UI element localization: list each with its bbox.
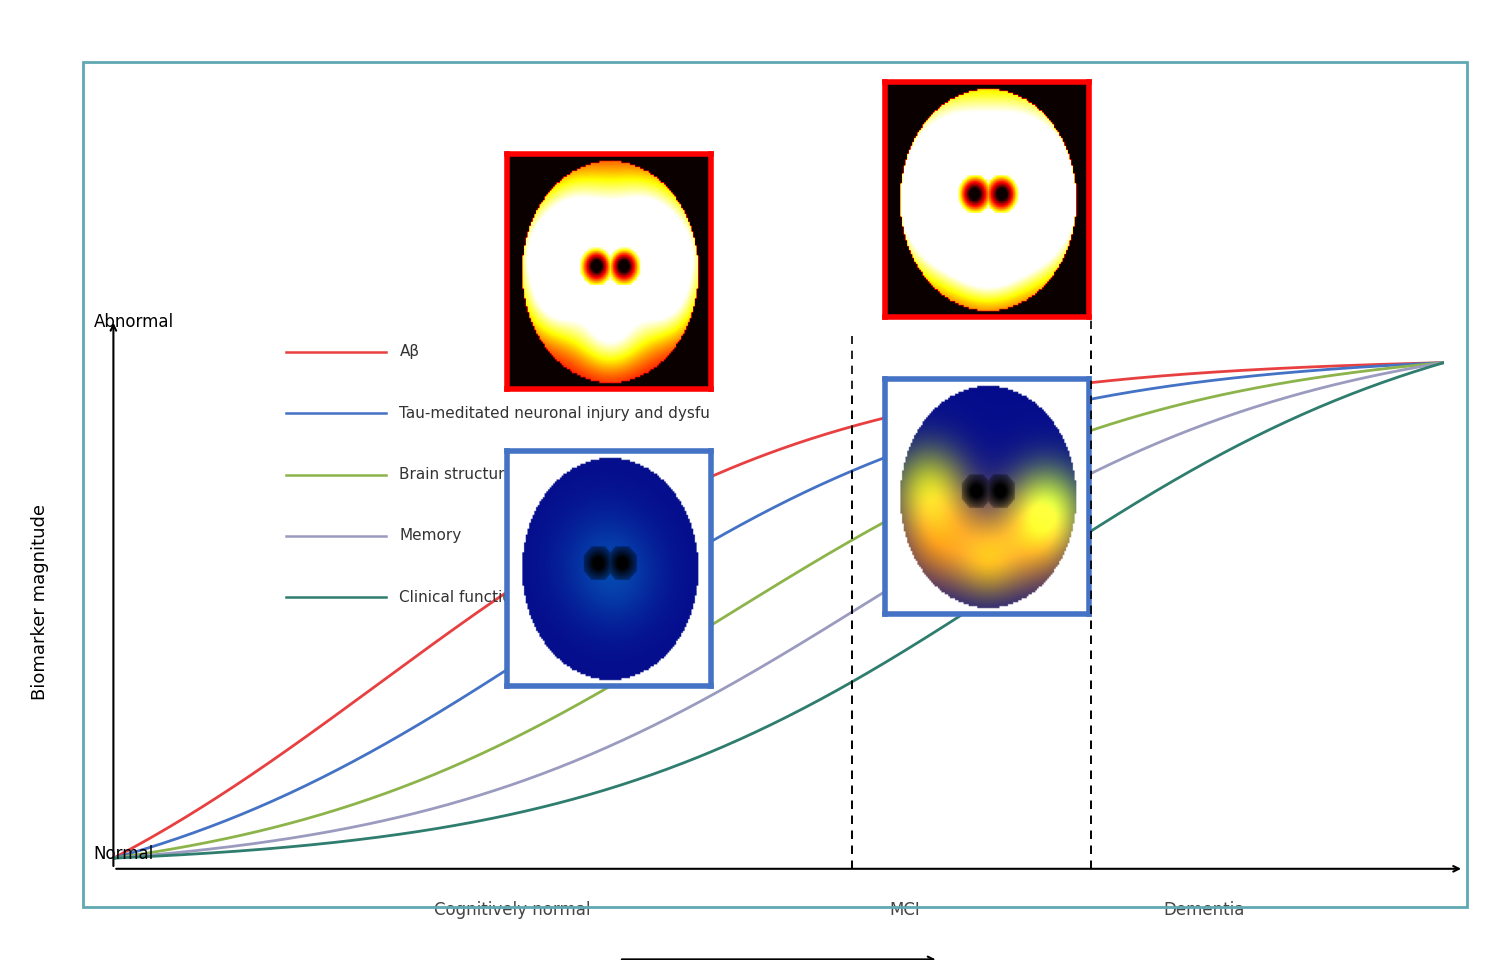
Text: Dementia: Dementia	[1164, 900, 1246, 919]
Text: Memory: Memory	[399, 528, 461, 543]
Text: Clinical function: Clinical function	[399, 589, 522, 605]
Text: Normal: Normal	[94, 846, 154, 863]
Text: Abnormal: Abnormal	[94, 313, 174, 330]
Text: Biomarker magnitude: Biomarker magnitude	[32, 504, 50, 701]
Text: Brain structure: Brain structure	[399, 467, 514, 482]
Text: Cognitively normal: Cognitively normal	[434, 900, 591, 919]
Text: Tau-meditated neuronal injury and dysfu: Tau-meditated neuronal injury and dysfu	[399, 406, 711, 420]
Text: Aβ: Aβ	[399, 345, 420, 359]
Text: MCI: MCI	[889, 900, 921, 919]
